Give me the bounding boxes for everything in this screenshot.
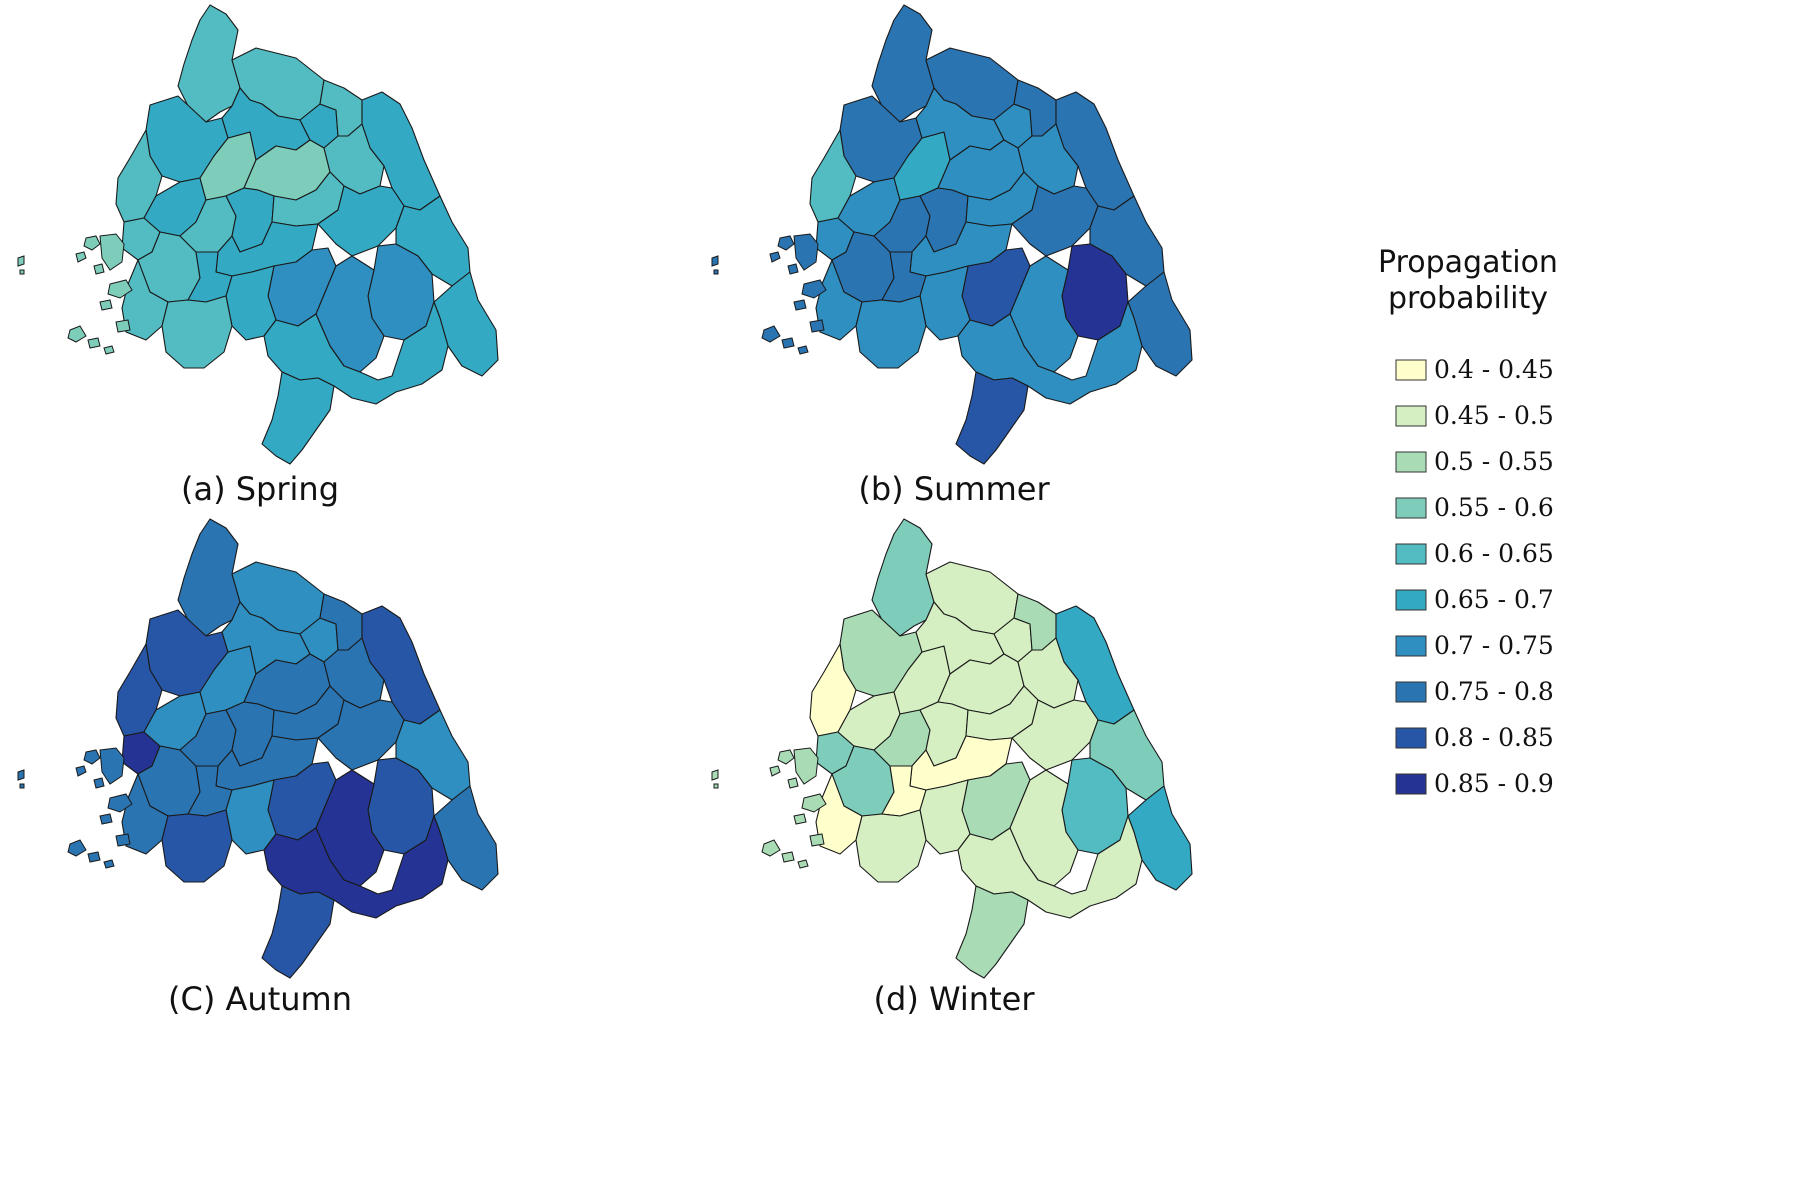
legend-swatch [1395, 681, 1427, 703]
legend: Propagation probability 0.4 - 0.45 0.45 -… [1378, 245, 1558, 798]
coastal-islands [17, 747, 133, 869]
legend-label: 0.8 - 0.85 [1434, 723, 1554, 752]
caption-spring: (a) Spring [181, 470, 339, 508]
legend-label: 0.7 - 0.75 [1434, 631, 1554, 660]
caption-summer: (b) Summer [858, 470, 1050, 508]
map-panel-spring [17, 4, 499, 465]
legend-label: 0.5 - 0.55 [1434, 447, 1554, 476]
legend-label: 0.75 - 0.8 [1434, 677, 1554, 706]
region-r1 [871, 518, 935, 637]
legend-label: 0.6 - 0.65 [1434, 539, 1554, 568]
coastal-islands [17, 233, 133, 355]
legend-label: 0.45 - 0.5 [1434, 401, 1554, 430]
legend-swatch [1395, 635, 1427, 657]
region-r20 [317, 185, 405, 257]
coastal-islands [711, 747, 827, 869]
map-panel-autumn [17, 518, 499, 979]
coastal-islands [711, 233, 827, 355]
region-r26 [855, 295, 927, 369]
region-r23 [919, 265, 971, 341]
legend-label: 0.65 - 0.7 [1434, 585, 1554, 614]
region-r26 [855, 809, 927, 883]
legend-label: 0.4 - 0.45 [1434, 355, 1554, 384]
region-r23 [225, 779, 277, 855]
region-r30 [955, 371, 1029, 465]
map-panel-winter [711, 518, 1193, 979]
region-r23 [225, 265, 277, 341]
map-panel-summer [711, 4, 1193, 465]
legend-label: 0.85 - 0.9 [1434, 769, 1554, 798]
legend-swatch [1395, 727, 1427, 749]
legend-swatch [1395, 451, 1427, 473]
region-r20 [1011, 185, 1099, 257]
legend-swatch [1395, 359, 1427, 381]
legend-swatch [1395, 405, 1427, 427]
caption-winter: (d) Winter [874, 980, 1036, 1018]
region-r26 [161, 295, 233, 369]
region-r1 [177, 4, 241, 123]
legend-title-line1: Propagation [1378, 245, 1558, 280]
region-r1 [177, 518, 241, 637]
legend-swatch [1395, 497, 1427, 519]
region-r20 [317, 699, 405, 771]
legend-title-line2: probability [1388, 281, 1548, 316]
region-r20 [1011, 699, 1099, 771]
region-r23 [919, 779, 971, 855]
region-r30 [261, 885, 335, 979]
legend-swatch [1395, 773, 1427, 795]
caption-autumn: (C) Autumn [168, 980, 352, 1018]
legend-swatch [1395, 543, 1427, 565]
region-r26 [161, 809, 233, 883]
legend-label: 0.55 - 0.6 [1434, 493, 1554, 522]
legend-swatch [1395, 589, 1427, 611]
legend-items: 0.4 - 0.45 0.45 - 0.5 0.5 - 0.55 0.55 - 0.6… [1395, 355, 1554, 798]
region-r30 [261, 371, 335, 465]
region-r1 [871, 4, 935, 123]
region-r30 [955, 885, 1029, 979]
